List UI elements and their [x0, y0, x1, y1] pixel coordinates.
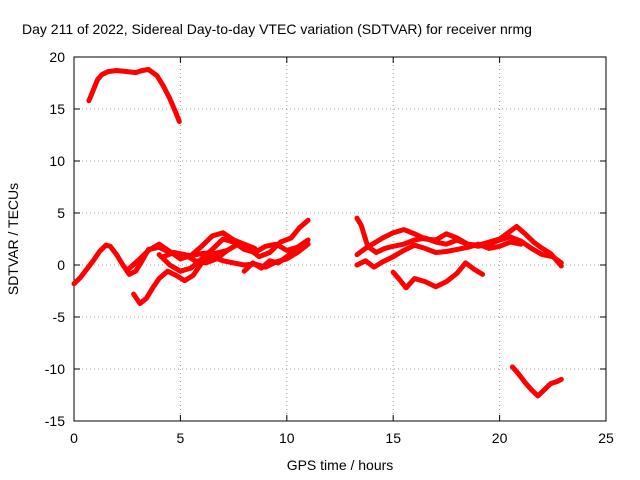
x-tick-label: 10 [279, 430, 295, 446]
y-tick-label: -15 [45, 413, 65, 429]
plot-frame [73, 56, 607, 422]
series-arc-9 [354, 215, 564, 266]
series-arc-5 [156, 236, 311, 274]
x-tick-label: 5 [177, 430, 185, 446]
series-arc-6 [160, 217, 311, 266]
chart-title: Day 211 of 2022, Sidereal Day-to-day VTE… [22, 21, 532, 37]
y-tick-label: 0 [57, 257, 65, 273]
y-tick-label: 10 [49, 153, 65, 169]
x-axis-label: GPS time / hours [287, 457, 394, 473]
y-tick-label: 15 [49, 101, 65, 117]
x-tick-label: 0 [70, 430, 78, 446]
y-tick-label: -5 [53, 309, 66, 325]
axis-ticks: 0 5 10 15 20 25 -15 -10 -5 0 5 10 15 20 [45, 49, 614, 446]
y-tick-label: -10 [45, 361, 65, 377]
series-arc-1 [86, 67, 182, 124]
x-tick-label: 20 [492, 430, 508, 446]
series-arc-8 [199, 241, 311, 270]
x-tick-label: 15 [385, 430, 401, 446]
x-tick-label: 25 [598, 430, 614, 446]
grid [74, 57, 606, 421]
series-arc-11 [354, 239, 524, 270]
series-arc-12 [390, 260, 486, 291]
y-tick-label: 20 [49, 49, 65, 65]
y-tick-label: 5 [57, 205, 65, 221]
y-axis-label: SDTVAR / TECUs [5, 183, 21, 295]
series-arc-10 [354, 224, 564, 269]
series-group [71, 67, 564, 399]
series-arc-13 [509, 364, 564, 399]
